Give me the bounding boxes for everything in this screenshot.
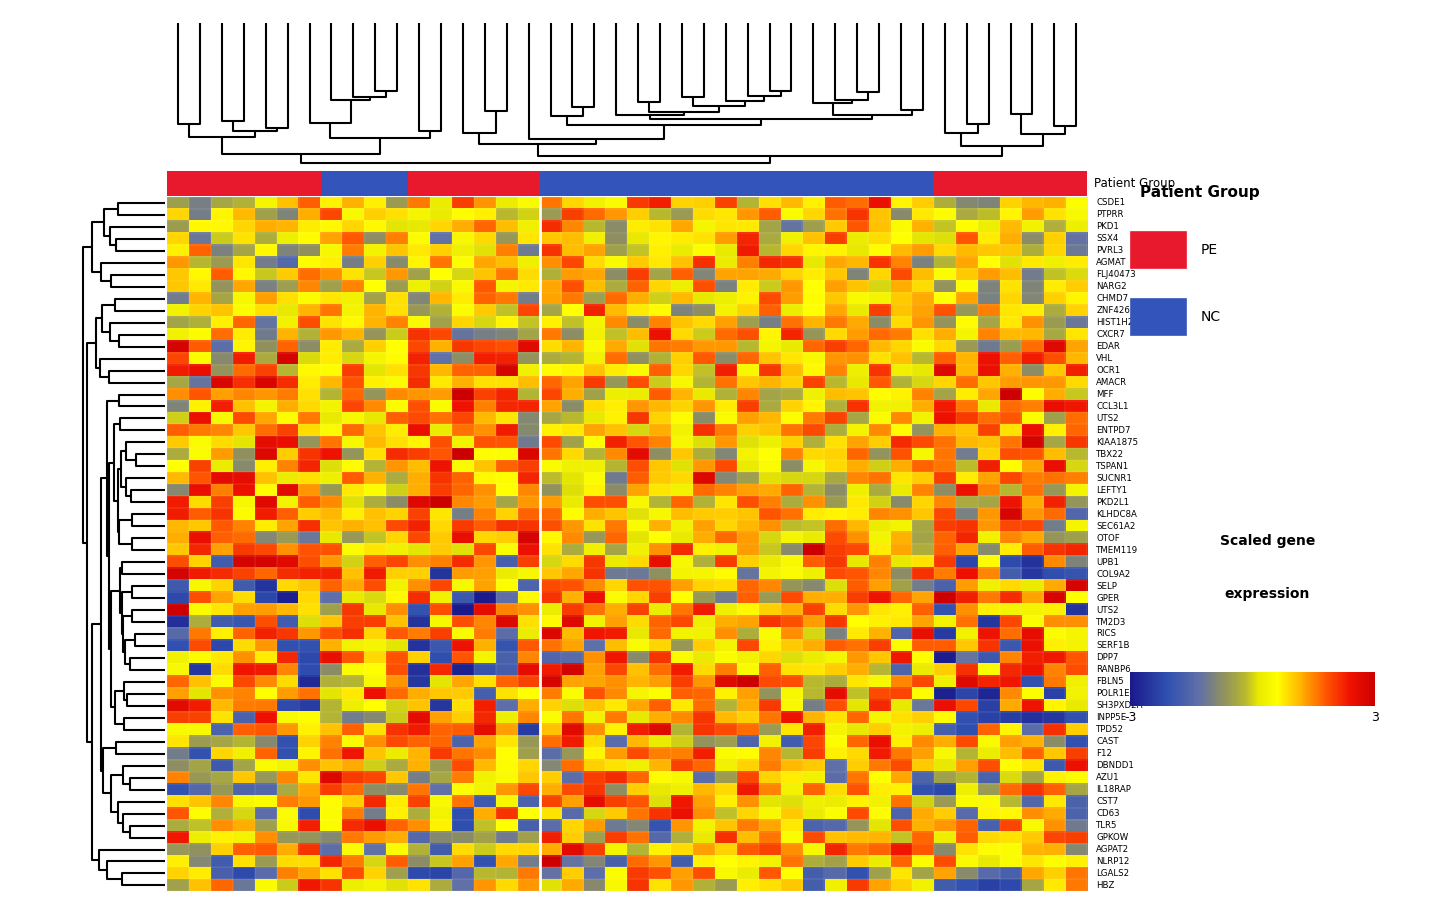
Bar [649, 171, 671, 195]
Bar [298, 171, 321, 195]
Bar [540, 171, 562, 195]
Text: Scaled gene: Scaled gene [1220, 534, 1315, 548]
Bar [737, 171, 759, 195]
Bar [386, 171, 408, 195]
Bar [276, 171, 298, 195]
Bar [408, 171, 431, 195]
Bar [714, 171, 737, 195]
Bar [517, 171, 540, 195]
Bar [189, 171, 212, 195]
Text: Patient Group: Patient Group [1094, 176, 1175, 190]
Bar [583, 171, 605, 195]
Bar [562, 171, 583, 195]
Bar [1132, 299, 1185, 335]
Text: expression: expression [1224, 587, 1310, 601]
Bar [1132, 232, 1185, 268]
Bar [431, 171, 452, 195]
Bar [212, 171, 233, 195]
Bar [759, 171, 780, 195]
Bar [978, 171, 999, 195]
Bar [802, 171, 824, 195]
Bar [868, 171, 890, 195]
Bar [671, 171, 693, 195]
Bar [474, 171, 495, 195]
Bar [628, 171, 649, 195]
Bar [935, 171, 956, 195]
Bar [255, 171, 276, 195]
Bar [605, 171, 628, 195]
Text: NC: NC [1201, 310, 1221, 324]
Bar [780, 171, 802, 195]
Bar [1021, 171, 1044, 195]
Bar [912, 171, 935, 195]
Bar [824, 171, 847, 195]
Bar [167, 171, 189, 195]
Bar [847, 171, 868, 195]
Bar [1066, 171, 1087, 195]
Bar [495, 171, 517, 195]
Text: Patient Group: Patient Group [1140, 185, 1260, 200]
Bar [693, 171, 714, 195]
Bar [233, 171, 255, 195]
Bar [1044, 171, 1066, 195]
Bar [999, 171, 1021, 195]
Bar [343, 171, 364, 195]
Bar [452, 171, 474, 195]
Text: PE: PE [1201, 243, 1218, 257]
Bar [321, 171, 343, 195]
Bar [890, 171, 912, 195]
Bar [364, 171, 386, 195]
Bar [956, 171, 978, 195]
